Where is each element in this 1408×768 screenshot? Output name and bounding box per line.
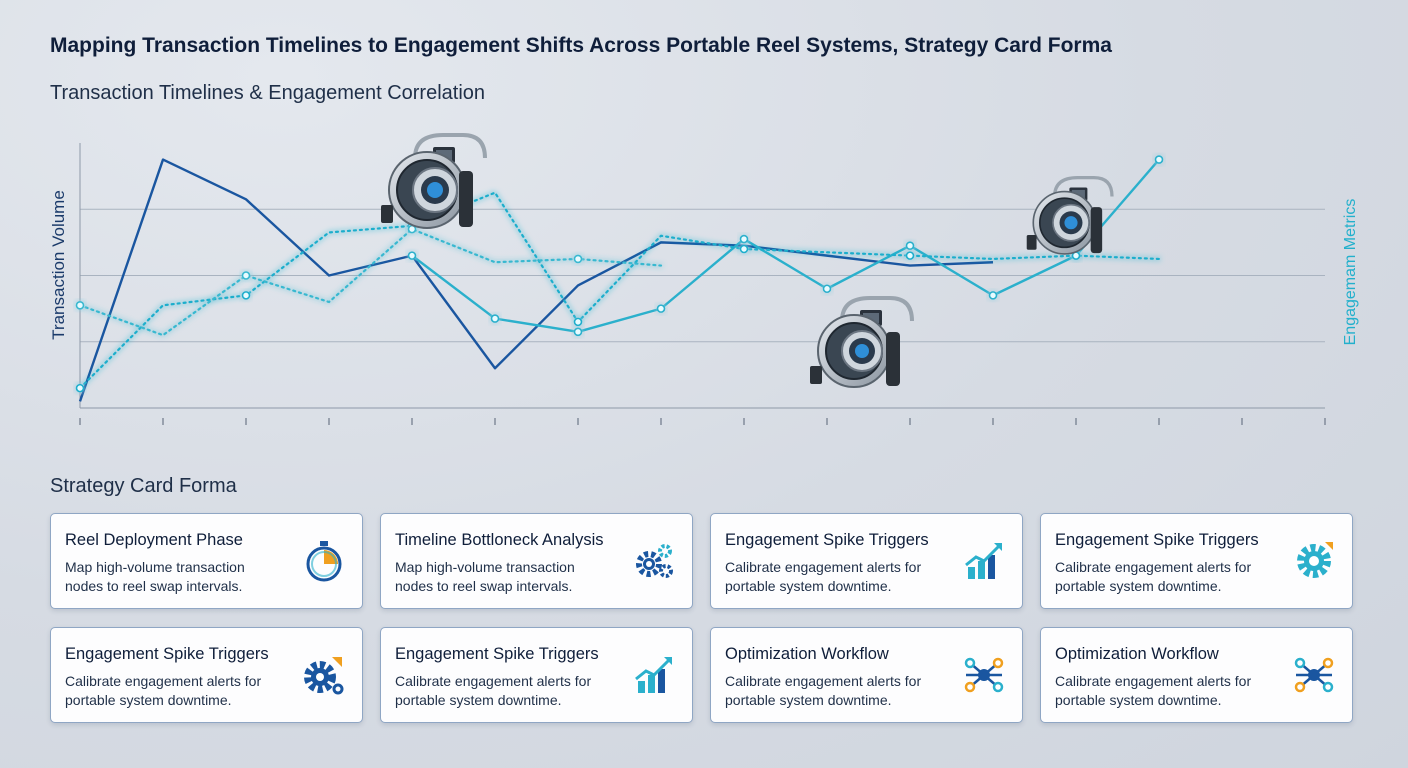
card-title: Engagement Spike Triggers (1055, 531, 1259, 549)
card-description: Calibrate engagement alerts for portable… (395, 673, 592, 708)
data-point (573, 327, 583, 337)
data-point (75, 383, 85, 393)
data-point (407, 251, 417, 260)
data-point (905, 251, 915, 260)
data-point (739, 244, 749, 254)
strategy-card[interactable]: Optimization Workflow Calibrate engagemen… (710, 627, 1023, 723)
transaction-engagement-chart: Transaction Volume Engagemam Metrics (49, 133, 1359, 425)
reel-device-image (1026, 176, 1114, 255)
card-description: Map high-volume transaction nodes to ree… (395, 559, 575, 594)
data-point (656, 304, 666, 313)
strategy-card[interactable]: Optimization Workflow Calibrate engagemen… (1040, 627, 1353, 723)
gear-arrow-icon (302, 653, 346, 697)
strategy-section-title: Strategy Card Forma (50, 475, 237, 497)
data-point (822, 284, 832, 294)
y-axis-label-left: Transaction Volume (49, 190, 68, 340)
strategy-card[interactable]: Engagement Spike Triggers Calibrate engag… (50, 627, 363, 723)
data-point (490, 314, 500, 323)
series-line-1 (78, 158, 994, 402)
reel-device-image (810, 296, 914, 388)
card-title: Engagement Spike Triggers (725, 531, 929, 549)
strategy-card[interactable]: Timeline Bottloneck Analysis Map high-vol… (380, 513, 693, 609)
growth-chart-icon (632, 653, 676, 697)
gear-icon (1292, 539, 1336, 583)
card-description: Calibrate engagement alerts for portable… (725, 559, 922, 594)
card-title: Optimization Workflow (1055, 645, 1219, 663)
gears-icon (632, 539, 676, 583)
reel-device-image (381, 133, 487, 229)
data-point (988, 291, 998, 300)
card-description: Calibrate engagement alerts for portable… (1055, 559, 1252, 594)
card-title: Reel Deployment Phase (65, 531, 243, 549)
y-axis-label-right: Engagemam Metrics (1342, 199, 1359, 346)
card-title: Optimization Workflow (725, 645, 889, 663)
card-title: Timeline Bottloneck Analysis (395, 531, 604, 549)
data-point (1154, 155, 1164, 164)
stopwatch-icon (302, 539, 346, 583)
series-line-2 (411, 158, 1160, 334)
network-icon (1292, 653, 1336, 697)
data-point (75, 301, 85, 310)
data-point (573, 254, 583, 264)
series-line-3 (78, 191, 1161, 390)
data-point (739, 234, 749, 244)
network-icon (962, 653, 1006, 697)
data-point (241, 271, 251, 280)
strategy-card[interactable]: Engagement Spike Triggers Calibrate engag… (380, 627, 693, 723)
card-description: Map high-volume transaction nodes to ree… (65, 559, 245, 594)
strategy-card[interactable]: Engagement Spike Triggers Calibrate engag… (1040, 513, 1353, 609)
card-description: Calibrate engagement alerts for portable… (725, 673, 922, 708)
series-line-4 (78, 228, 663, 337)
strategy-card[interactable]: Engagement Spike Triggers Calibrate engag… (710, 513, 1023, 609)
chart-subtitle: Transaction Timelines & Engagement Corre… (50, 82, 486, 104)
data-point (573, 317, 583, 327)
card-title: Engagement Spike Triggers (65, 645, 269, 663)
card-description: Calibrate engagement alerts for portable… (1055, 673, 1252, 708)
card-description: Calibrate engagement alerts for portable… (65, 673, 262, 708)
data-point (905, 241, 915, 250)
strategy-card[interactable]: Reel Deployment Phase Map high-volume tra… (50, 513, 363, 609)
card-title: Engagement Spike Triggers (395, 645, 599, 663)
growth-chart-icon (962, 539, 1006, 583)
data-point (241, 291, 251, 300)
page-title: Mapping Transaction Timelines to Engagem… (50, 34, 1112, 57)
